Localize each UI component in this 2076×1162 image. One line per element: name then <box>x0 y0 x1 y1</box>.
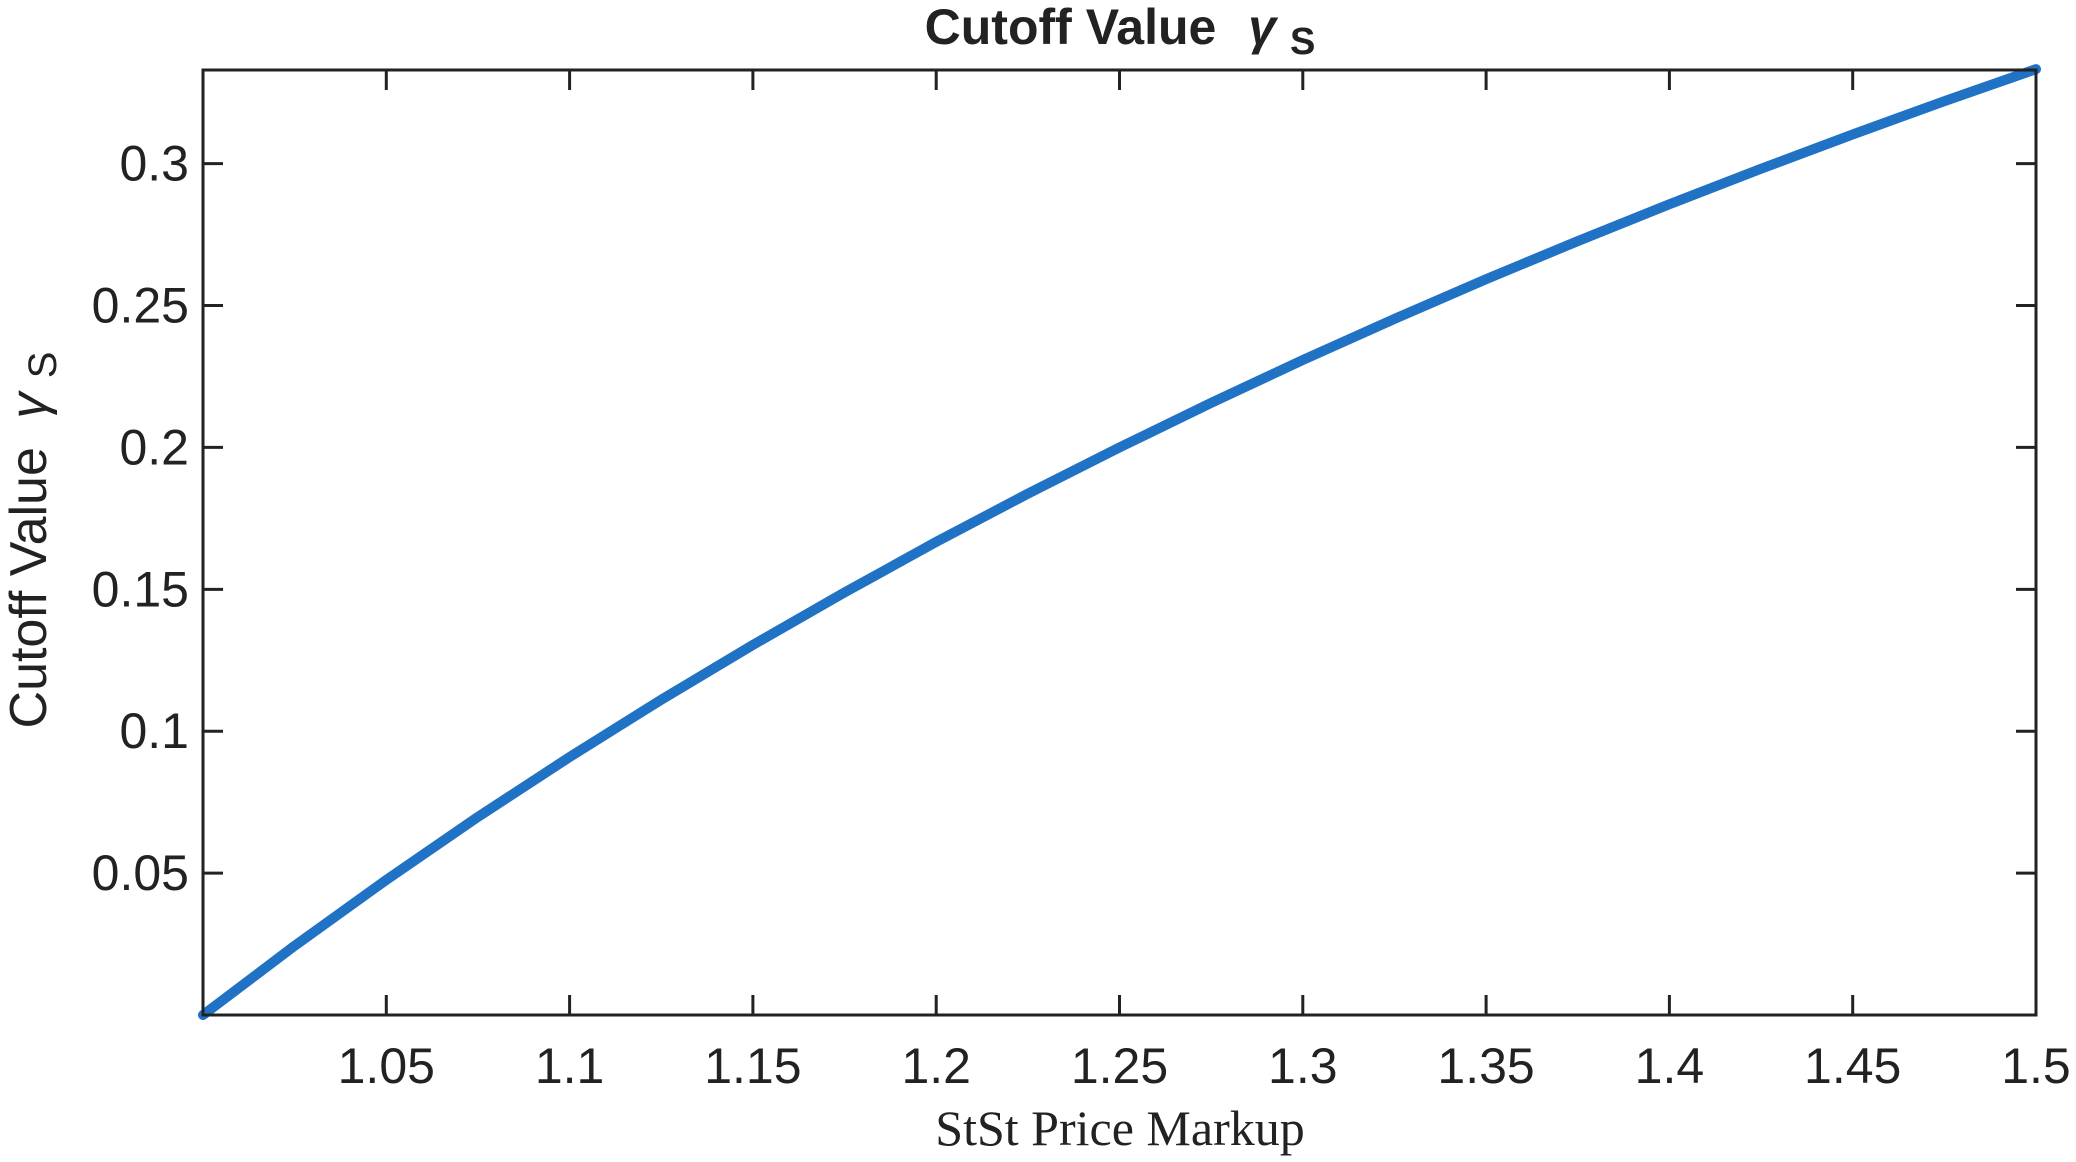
x-tick-label: 1.2 <box>901 1038 971 1094</box>
y-tick-label: 0.2 <box>119 419 189 475</box>
x-tick-label: 1.15 <box>704 1038 801 1094</box>
y-axis-ticks: 0.05 0.1 0.15 0.2 0.25 0.3 <box>92 136 2036 901</box>
chart-title-symbol: γ <box>1248 0 1279 55</box>
x-tick-label: 1.1 <box>535 1038 605 1094</box>
chart-title-text: Cutoff Value <box>925 0 1217 55</box>
x-tick-label: 1.3 <box>1268 1038 1338 1094</box>
y-axis-label-text: Cutoff Value <box>0 447 58 728</box>
y-axis-label-symbol: γ <box>0 390 58 419</box>
x-tick-label: 1.35 <box>1437 1038 1534 1094</box>
series-line-cutoff-value <box>198 64 2041 1020</box>
y-tick-label: 0.3 <box>119 136 189 192</box>
chart-title: Cutoff Value γ S <box>925 0 1316 63</box>
x-tick-label: 1.45 <box>1804 1038 1901 1094</box>
x-tick-label: 1.25 <box>1071 1038 1168 1094</box>
x-axis-label: StSt Price Markup <box>935 1100 1304 1156</box>
x-tick-label: 1.5 <box>2001 1038 2071 1094</box>
plot-area-frame <box>201 68 2038 1017</box>
chart-title-subscript: S <box>1290 21 1315 63</box>
y-axis-label-subscript: S <box>21 352 65 379</box>
y-tick-label: 0.25 <box>92 278 189 334</box>
y-axis-label: Cutoff Value γ S <box>0 352 65 729</box>
x-axis-ticks: 1.05 1.1 1.15 1.2 1.25 1.3 1.35 1.4 1.45 1.5 <box>338 70 2071 1094</box>
x-tick-label: 1.05 <box>338 1038 435 1094</box>
x-tick-label: 1.4 <box>1635 1038 1705 1094</box>
series-layer <box>198 64 2041 1020</box>
y-tick-label: 0.1 <box>119 703 189 759</box>
y-tick-label: 0.05 <box>92 845 189 901</box>
y-tick-label: 0.15 <box>92 561 189 617</box>
